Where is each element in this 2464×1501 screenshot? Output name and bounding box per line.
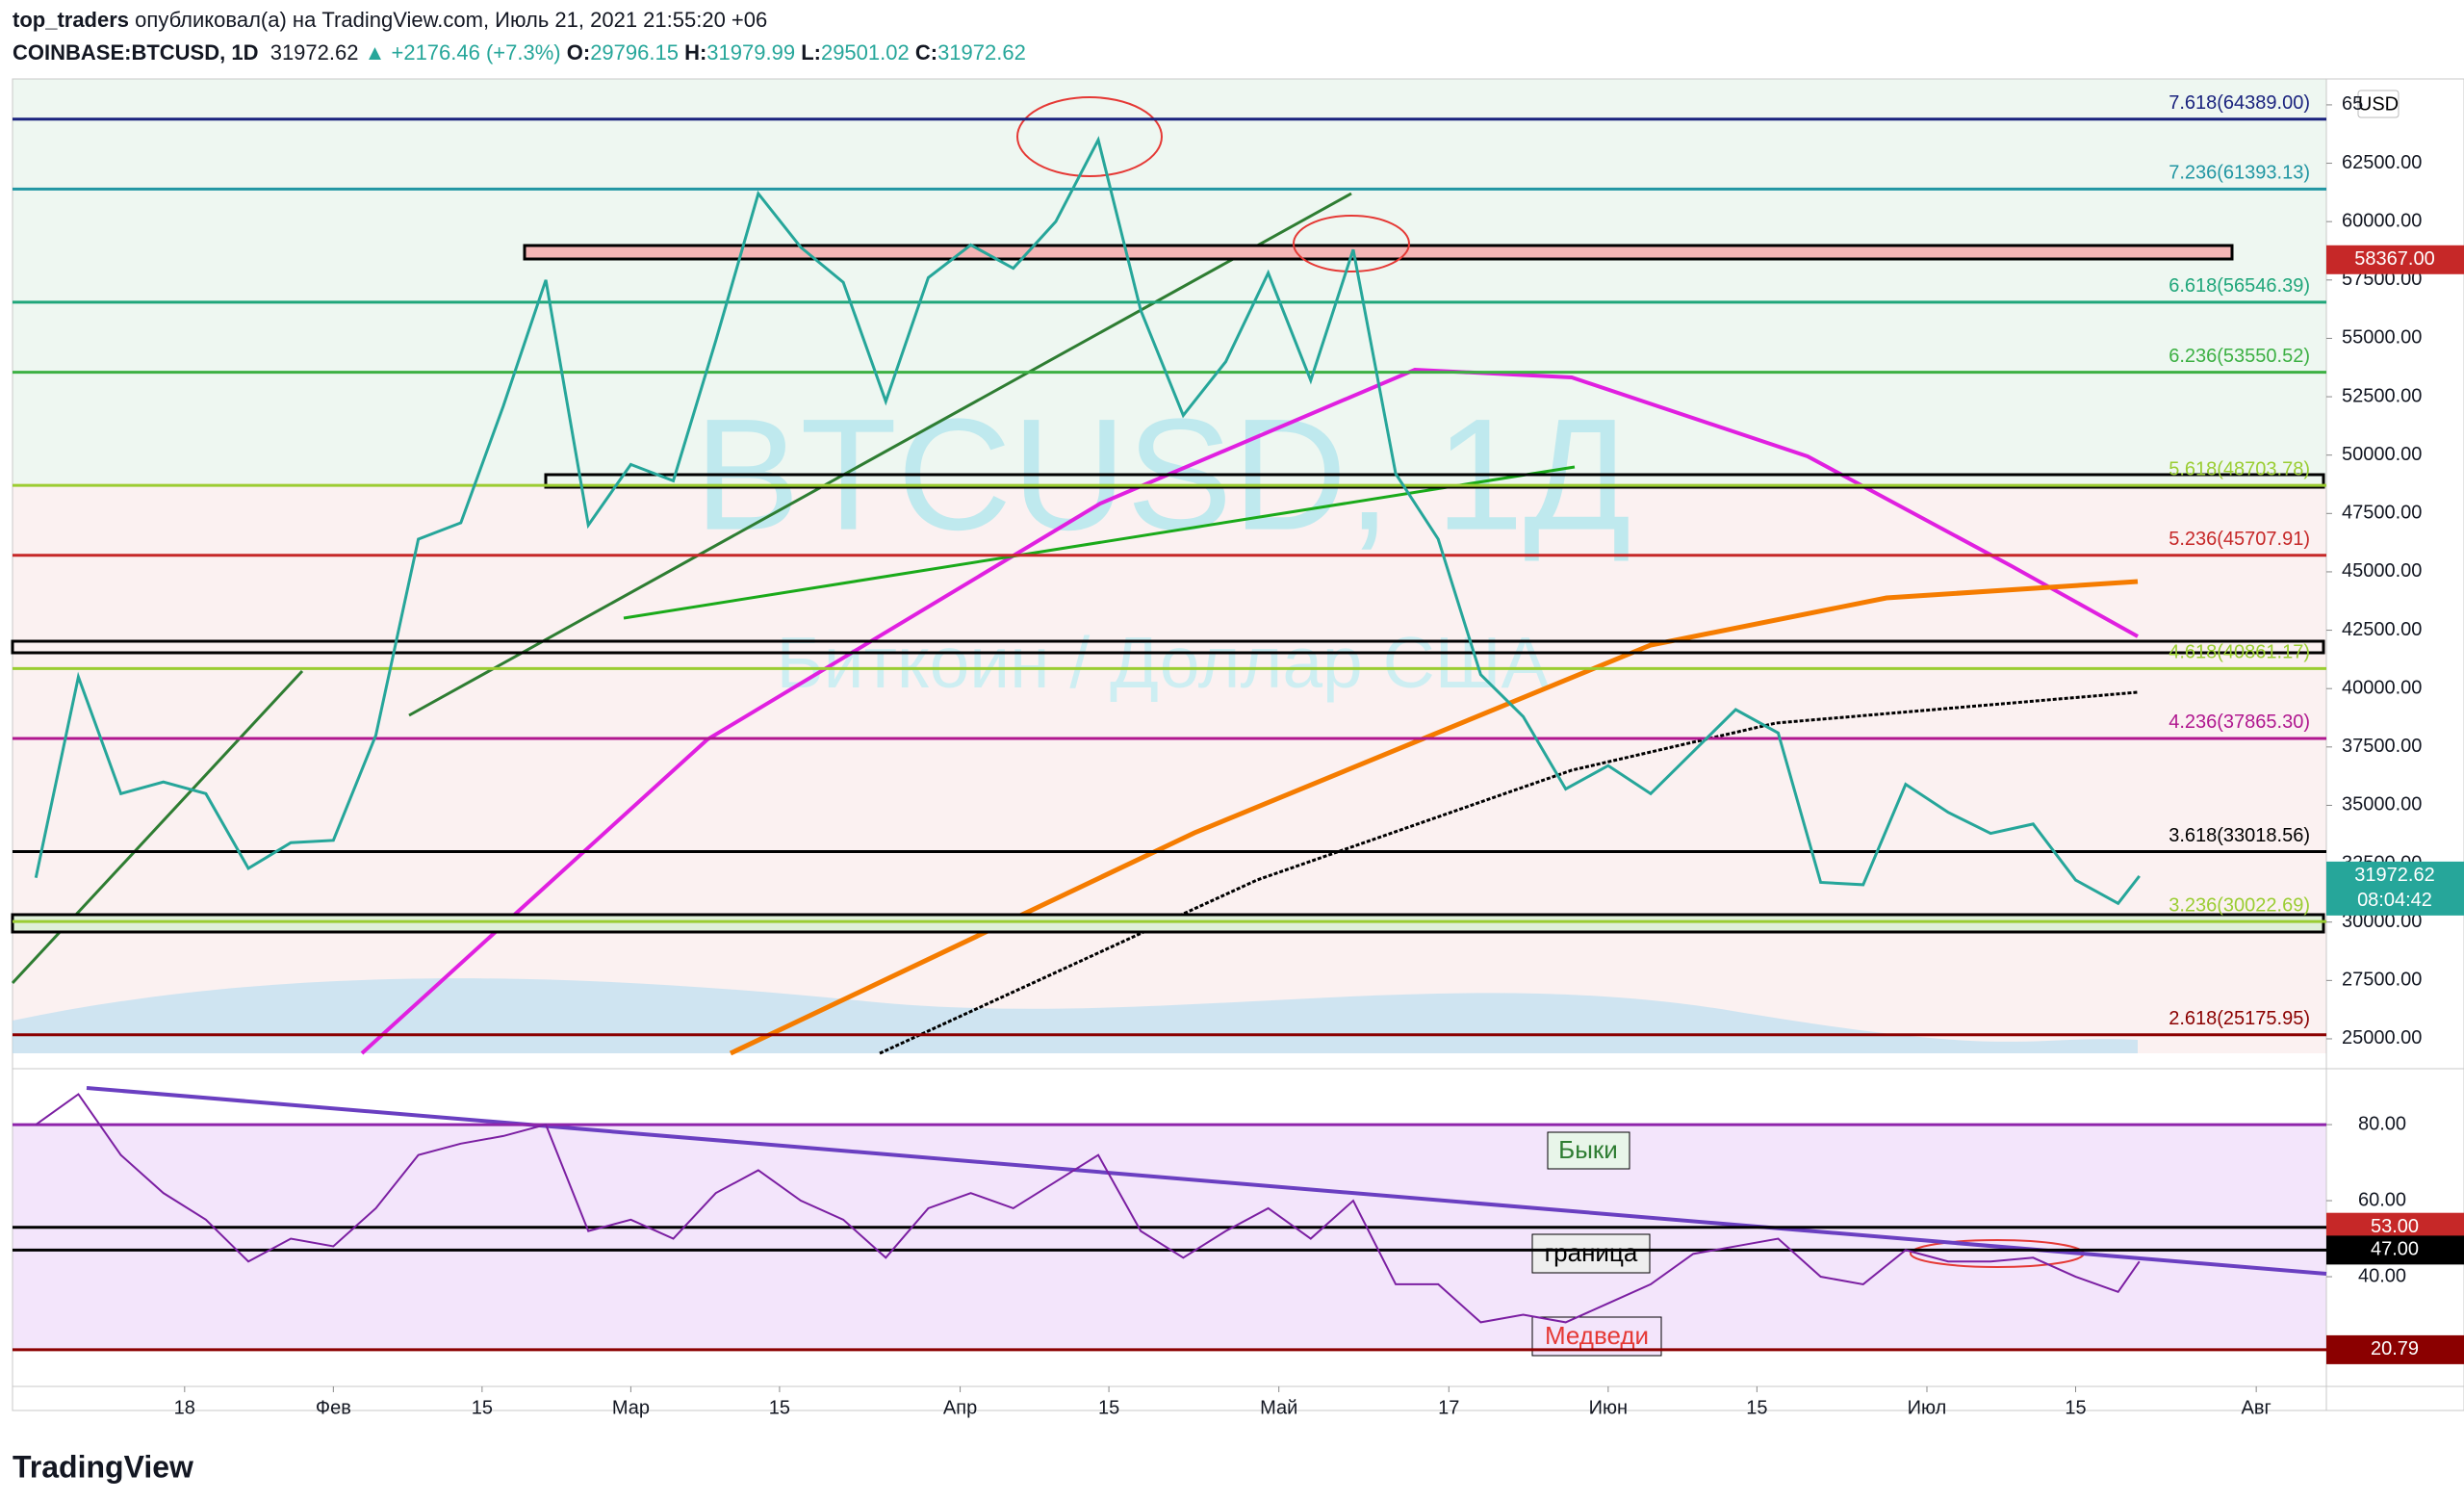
o: 29796.15 <box>590 40 679 65</box>
y-tick-label: 60000.00 <box>2342 210 2422 231</box>
fib-label: 7.618(64389.00) <box>2169 92 2310 114</box>
price-badge-label: 20.79 <box>2371 1338 2419 1359</box>
trend-line <box>408 192 1352 717</box>
y-tick-label: 40.00 <box>2358 1265 2406 1286</box>
y-tick-label: 35000.00 <box>2342 794 2422 815</box>
x-tick-label: Мар <box>612 1397 650 1418</box>
c: 31972.62 <box>937 40 1026 65</box>
frame <box>12 78 2464 1411</box>
annotation-box <box>1547 1131 1630 1170</box>
author: top_traders <box>13 8 130 32</box>
published: опубликовал(а) на TradingView.com, Июль … <box>135 8 768 32</box>
price-badge <box>2326 245 2464 274</box>
y-tick-label: 60.00 <box>2358 1189 2406 1210</box>
fib-label: 4.236(37865.30) <box>2169 712 2310 733</box>
y-tick-label: 30000.00 <box>2342 911 2422 932</box>
y-tick-label: 37500.00 <box>2342 736 2422 757</box>
l: 29501.02 <box>820 40 910 65</box>
x-tick-label: 18 <box>174 1397 195 1418</box>
y-tick-label: 25000.00 <box>2342 1027 2422 1048</box>
price-badge <box>2326 1235 2464 1265</box>
annotation-box <box>1531 1233 1651 1274</box>
x-tick-label: 15 <box>769 1397 790 1418</box>
y-tick-label: 50000.00 <box>2342 444 2422 465</box>
change: ▲ +2176.46 (+7.3%) <box>364 40 561 65</box>
y-tick-label: 55000.00 <box>2342 327 2422 349</box>
zone-box <box>11 913 2325 934</box>
fib-label: 3.618(33018.56) <box>2169 825 2310 846</box>
countdown: 08:04:42 <box>2357 890 2432 911</box>
price-badge-label: 31972.62 <box>2354 865 2434 886</box>
x-tick-label: Апр <box>943 1397 977 1418</box>
last: 31972.62 <box>270 40 359 65</box>
zone-box <box>11 639 2325 655</box>
h: 31979.99 <box>706 40 796 65</box>
y-tick-label: 47500.00 <box>2342 503 2422 524</box>
logo: TradingView <box>13 1449 193 1484</box>
fib-label: 5.236(45707.91) <box>2169 529 2310 550</box>
price-badge <box>2326 861 2464 916</box>
y-tick-label: 52500.00 <box>2342 385 2422 406</box>
x-tick-label: Июл <box>1908 1397 1947 1418</box>
fib-label: 6.618(56546.39) <box>2169 275 2310 297</box>
zone-box <box>523 244 2234 261</box>
fib-label: 3.236(30022.69) <box>2169 894 2310 916</box>
fib-label: 4.618(40861.17) <box>2169 642 2310 663</box>
price-badge <box>2326 1334 2464 1364</box>
price-badge-label: 53.00 <box>2371 1216 2419 1237</box>
x-tick-label: Июн <box>1589 1397 1628 1418</box>
y-tick-label: 27500.00 <box>2342 970 2422 991</box>
header: top_traders опубликовал(а) на TradingVie… <box>13 4 1026 69</box>
rsi-zone-bg <box>13 1125 2326 1351</box>
x-tick-label: Авг <box>2242 1397 2272 1418</box>
ma-line <box>879 690 2139 1055</box>
h-label: H: <box>684 40 707 65</box>
y-tick-label: 65 <box>2342 93 2363 115</box>
zone-box <box>544 473 2325 489</box>
x-tick-label: 15 <box>472 1397 493 1418</box>
header-line: COINBASE:BTCUSD, 1D 31972.62 ▲ +2176.46 … <box>13 37 1026 69</box>
symbol: COINBASE:BTCUSD, 1D <box>13 40 259 65</box>
x-tick-label: Май <box>1260 1397 1297 1418</box>
o-label: O: <box>566 40 591 65</box>
x-tick-label: 17 <box>1438 1397 1459 1418</box>
c-label: C: <box>914 40 938 65</box>
currency: USD <box>2358 93 2399 115</box>
rsi-trend-line <box>86 1086 2327 1276</box>
fib-label: 7.236(61393.13) <box>2169 163 2310 184</box>
ma-line <box>729 579 2139 1056</box>
y-tick-label: 40000.00 <box>2342 677 2422 698</box>
x-tick-label: 15 <box>1098 1397 1119 1418</box>
fib-label: 2.618(25175.95) <box>2169 1008 2310 1029</box>
fib-label: 6.236(53550.52) <box>2169 346 2310 367</box>
zone-bg <box>13 483 2326 1053</box>
annotation: граница <box>1545 1238 1638 1267</box>
currency-box <box>2357 90 2400 118</box>
l-label: L: <box>801 40 821 65</box>
x-tick-label: 15 <box>1746 1397 1767 1418</box>
series-line <box>34 136 2141 906</box>
zone-bg <box>13 79 2326 483</box>
price-badge-label: 58367.00 <box>2354 248 2434 270</box>
header-line: top_traders опубликовал(а) на TradingVie… <box>13 4 1026 37</box>
price-badge-label: 47.00 <box>2371 1239 2419 1260</box>
y-tick-label: 45000.00 <box>2342 560 2422 582</box>
y-tick-label: 42500.00 <box>2342 619 2422 640</box>
y-tick-label: 62500.00 <box>2342 152 2422 173</box>
fib-label: 5.618(48703.78) <box>2169 458 2310 479</box>
series-line <box>35 1093 2141 1324</box>
y-tick-label: 80.00 <box>2358 1113 2406 1134</box>
x-tick-label: Фев <box>316 1397 351 1418</box>
highlight-circle <box>1016 96 1163 177</box>
annotation: Быки <box>1558 1135 1618 1164</box>
highlight-circle <box>1293 215 1410 272</box>
watermark-sub: Биткоин / Доллар США <box>776 622 1549 703</box>
x-tick-label: 15 <box>2065 1397 2086 1418</box>
trend-line <box>623 465 1576 620</box>
annotation: Медведи <box>1545 1321 1649 1350</box>
